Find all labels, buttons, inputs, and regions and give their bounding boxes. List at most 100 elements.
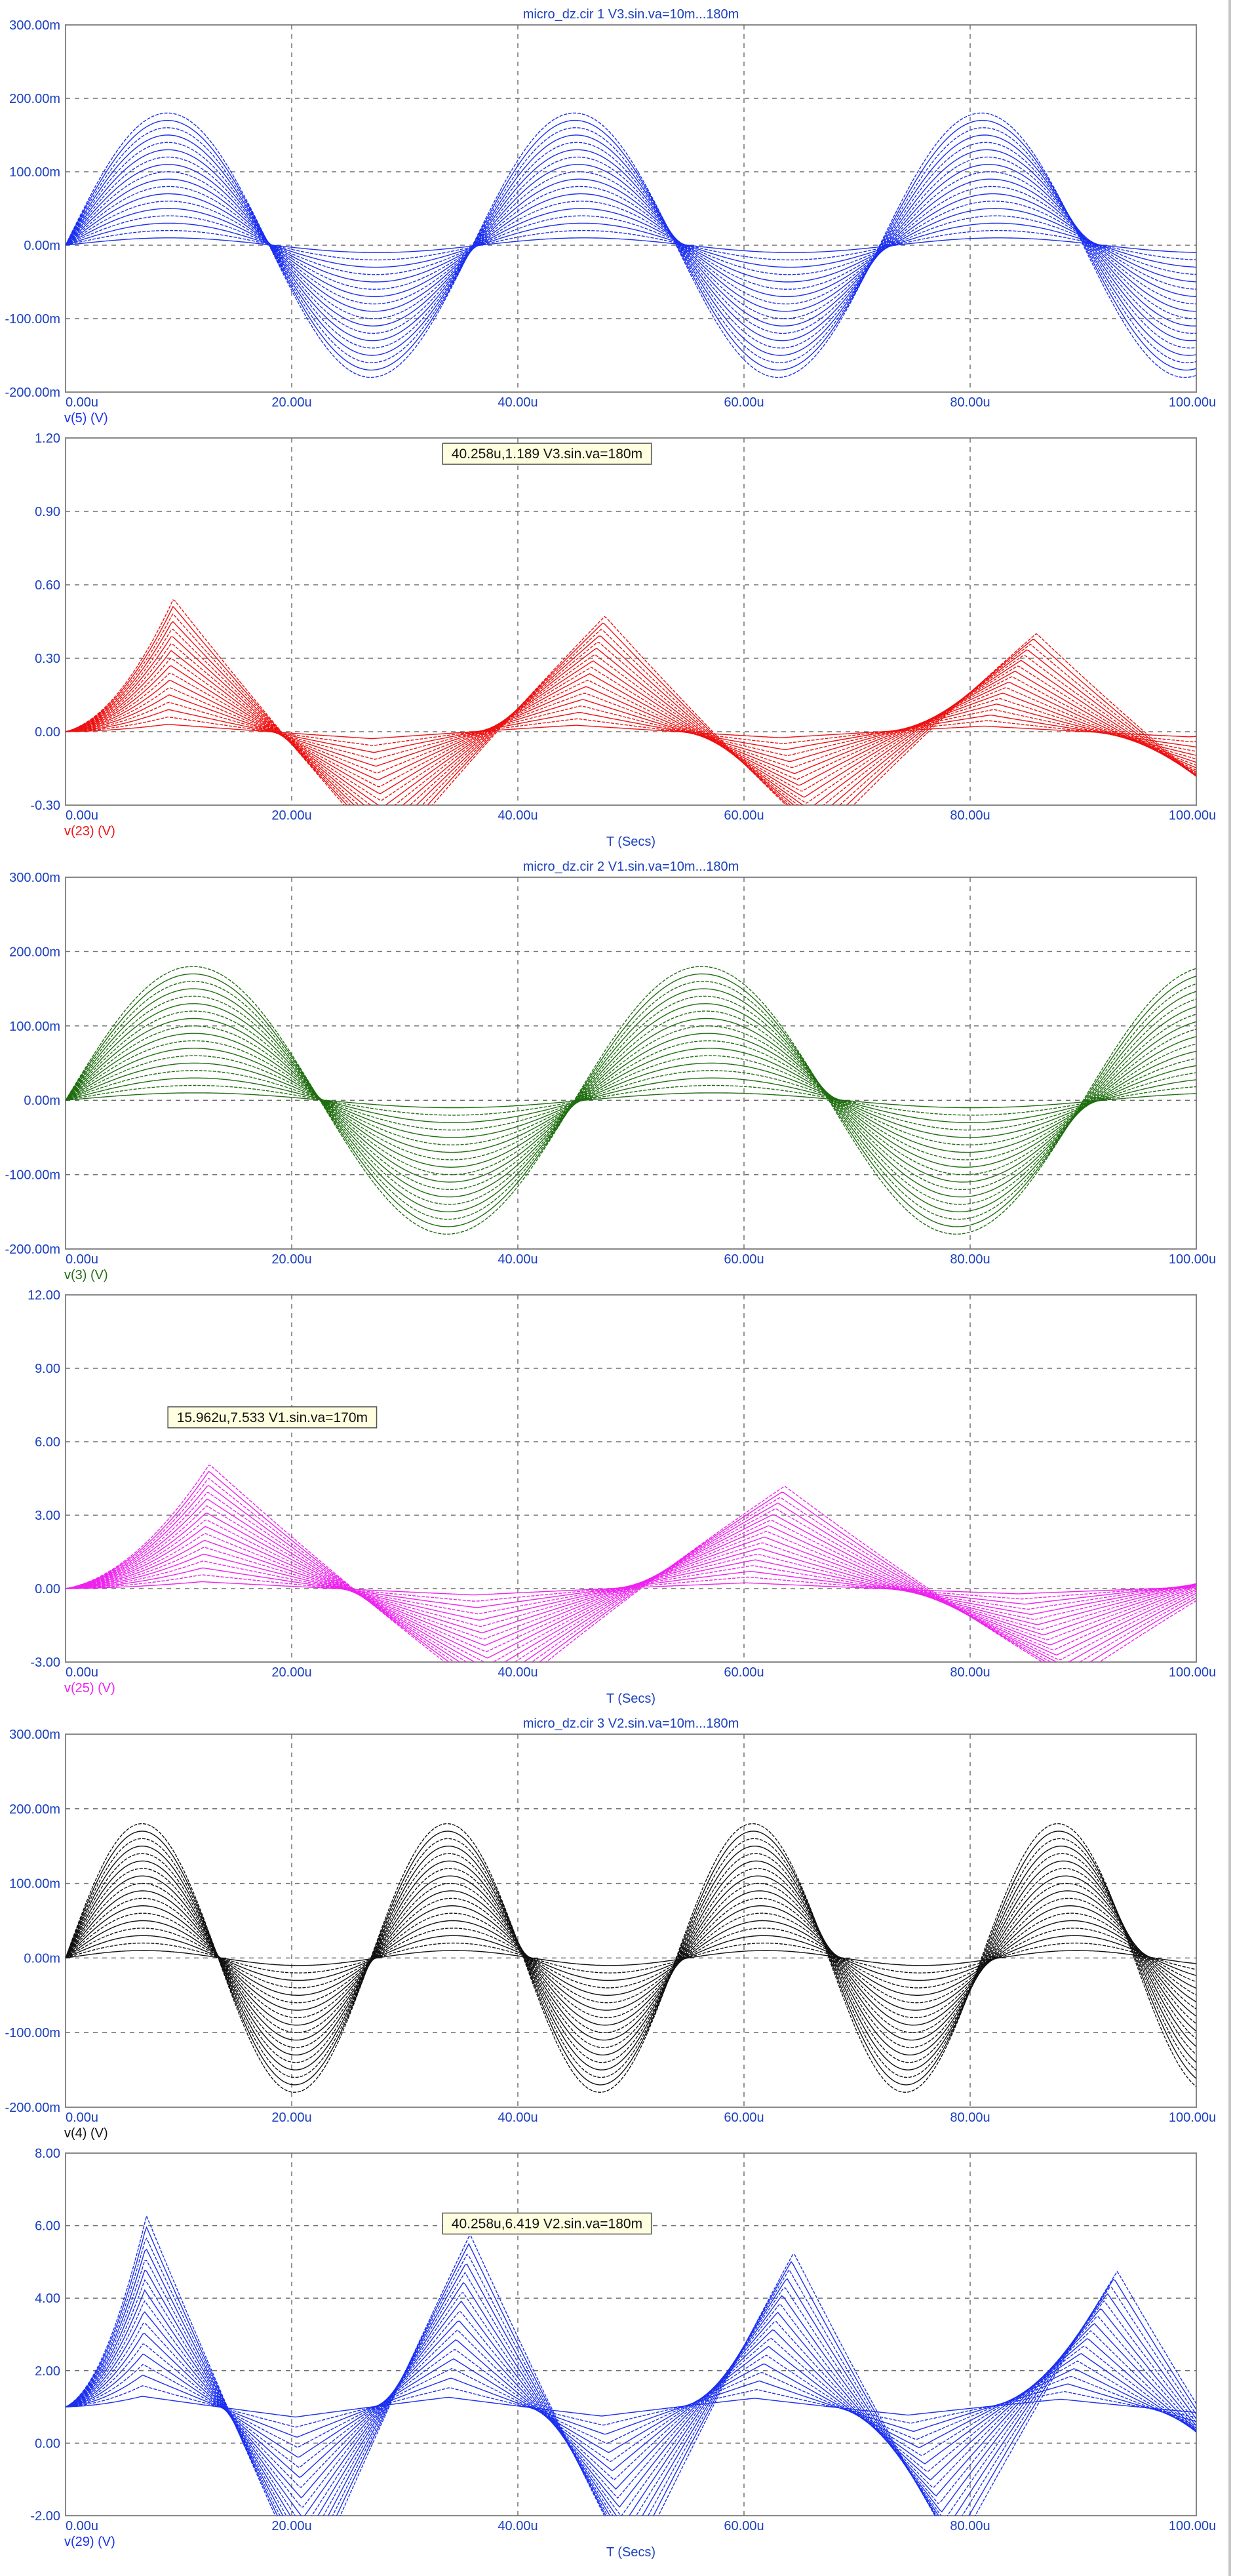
series-line [66, 643, 1196, 805]
x-tick-label: 40.00u [498, 395, 538, 410]
series-line [66, 2385, 1196, 2428]
y-axis-label: v(5) (V) [64, 411, 108, 426]
series-line [66, 193, 1196, 298]
y-tick-label: 0.00m [24, 1951, 60, 1966]
series-line [66, 1003, 1196, 1198]
x-tick-label: 40.00u [498, 1665, 538, 1680]
cursor-label-box [442, 2212, 652, 2235]
series-line [66, 1950, 1196, 1966]
series-line [66, 1526, 1196, 1646]
y-axis-label: v(29) (V) [64, 2535, 115, 2549]
series-line [66, 1920, 1196, 1996]
x-tick-label: 80.00u [950, 2519, 990, 2533]
series-line [66, 1010, 1196, 1190]
x-tick-label: 60.00u [724, 1665, 764, 1680]
y-tick-label: 2.00 [35, 2364, 60, 2379]
series-line [66, 673, 1196, 787]
series-line [66, 2333, 1196, 2478]
y-tick-label: -100.00m [5, 2026, 61, 2040]
cursor-label-box [442, 443, 652, 465]
y-axis-label: v(3) (V) [64, 1268, 108, 1282]
cursor-label-box [167, 1406, 378, 1429]
series-line [66, 237, 1196, 253]
series-line [66, 156, 1196, 334]
series-line [66, 657, 1196, 801]
y-tick-label: 4.00 [35, 2291, 60, 2306]
series-line [66, 142, 1196, 349]
series-line [66, 2259, 1196, 2516]
series-line [66, 1574, 1196, 1602]
series-group [66, 1823, 1196, 2093]
x-tick-label: 0.00u [66, 1252, 98, 1267]
y-tick-label: 0.00m [24, 239, 60, 253]
x-tick-label: 100.00u [1169, 808, 1216, 823]
series-line [66, 1882, 1196, 2033]
series-line [66, 1875, 1196, 2041]
plot-frame [65, 877, 1197, 1250]
y-tick-label: 0.90 [35, 505, 60, 519]
x-tick-label: 100.00u [1169, 1665, 1216, 1680]
series-line [66, 1890, 1196, 2026]
y-tick-label: 200.00m [9, 92, 60, 106]
series-line [66, 127, 1196, 363]
series-line [66, 119, 1196, 371]
y-tick-label: 200.00m [9, 1802, 60, 1817]
series-line [66, 1033, 1196, 1168]
plot-frame [65, 1294, 1197, 1663]
x-tick-label: 80.00u [950, 1665, 990, 1680]
series-group [66, 2214, 1196, 2516]
series-line [66, 1935, 1196, 1981]
series-line [66, 1845, 1196, 2071]
y-tick-label: 300.00m [9, 18, 60, 33]
series-group [66, 599, 1196, 805]
plot-2: 1.20 0.90 0.60 0.30 0.00 -0.30 0.00u 20.00u 40.0… [30, 431, 1216, 849]
plot-5: 300.00m 200.00m 100.00m 0.00m -100.00m -200.0… [5, 1716, 1217, 2141]
x-tick-label: 0.00u [66, 808, 98, 823]
y-tick-label: 8.00 [35, 2147, 60, 2161]
series-line [66, 1062, 1196, 1138]
series-line [66, 134, 1196, 356]
plot-frame [65, 1734, 1197, 2108]
series-line [66, 2300, 1196, 2508]
series-line [66, 2396, 1196, 2418]
series-line [66, 988, 1196, 1212]
series-line [66, 686, 1196, 774]
series-line [66, 1055, 1196, 1145]
series-line [66, 1853, 1196, 2063]
y-axis-label: v(25) (V) [64, 1681, 115, 1695]
plot-frame [65, 2152, 1197, 2516]
series-line [66, 1831, 1196, 2086]
y-tick-label: 200.00m [9, 945, 60, 959]
series-line [66, 680, 1196, 781]
series-line [66, 1092, 1196, 1109]
series-line [66, 2353, 1196, 2458]
y-tick-label: 3.00 [35, 1509, 60, 1523]
y-axis-label: v(4) (V) [64, 2126, 108, 2141]
series-line [66, 186, 1196, 305]
series-line [66, 171, 1196, 319]
x-tick-label: 100.00u [1169, 395, 1216, 410]
series-line [66, 1897, 1196, 2019]
x-tick-label: 60.00u [724, 1252, 764, 1267]
series-line [66, 605, 1196, 805]
series-line [66, 650, 1196, 805]
x-tick-label: 20.00u [271, 1665, 311, 1680]
series-line [66, 215, 1196, 275]
series-line [66, 1512, 1196, 1659]
series-line [66, 1905, 1196, 2011]
x-tick-label: 20.00u [271, 1252, 311, 1267]
series-line [66, 2226, 1196, 2516]
series-group [66, 966, 1196, 1235]
series-line [66, 1492, 1196, 1662]
series-line [66, 981, 1196, 1220]
x-tick-label: 40.00u [498, 808, 538, 823]
series-line [66, 717, 1196, 746]
series-line [66, 1477, 1196, 1662]
series-line [66, 599, 1196, 805]
series-line [66, 2289, 1196, 2516]
x-tick-label: 80.00u [950, 395, 990, 410]
series-line [66, 1928, 1196, 1989]
y-tick-label: 300.00m [9, 871, 60, 885]
y-tick-label: -200.00m [5, 386, 61, 400]
series-line [66, 222, 1196, 268]
